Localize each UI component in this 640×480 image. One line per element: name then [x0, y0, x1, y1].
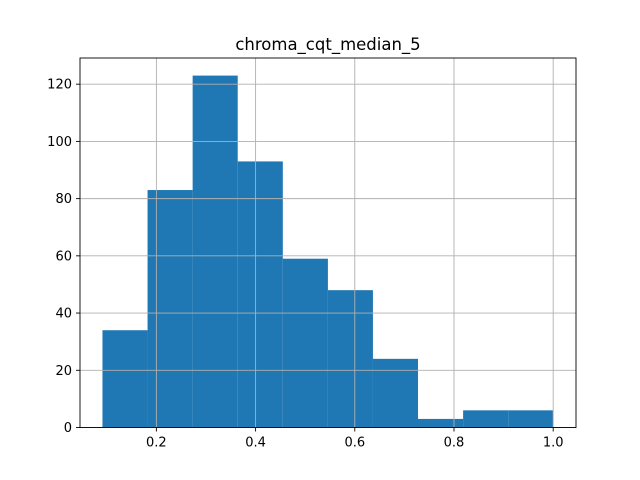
histogram-bars [102, 75, 554, 428]
histogram-bar [237, 161, 283, 428]
y-tick-label: 120 [47, 78, 72, 93]
y-tick-label: 100 [47, 135, 72, 150]
histogram-bar [418, 418, 464, 428]
x-tick-label: 0.4 [245, 436, 266, 451]
x-tick-label: 0.8 [444, 436, 465, 451]
x-gridlines [155, 58, 554, 428]
plot-frame [79, 57, 577, 428]
y-tick-label: 60 [55, 249, 72, 264]
histogram-bar [147, 190, 193, 428]
histogram-bar [102, 330, 148, 428]
histogram-bar [508, 410, 554, 428]
histogram-bar [463, 410, 509, 428]
histogram-bar [327, 290, 373, 428]
x-tick-label: 0.6 [344, 436, 365, 451]
histogram-bar [192, 75, 238, 428]
y-tick-label: 20 [55, 364, 72, 379]
x-tick-label: 0.2 [146, 436, 167, 451]
chart-title: chroma_cqt_median_5 [235, 35, 420, 55]
y-tick-label: 40 [55, 307, 72, 322]
histogram-bar [372, 358, 419, 428]
y-tick-label: 0 [64, 421, 72, 436]
x-axis: 0.2 0.4 0.6 0.8 1.0 [146, 427, 564, 451]
histogram-bar [282, 258, 328, 428]
y-axis: 0 20 40 60 80 100 120 [47, 78, 80, 436]
y-tick-label: 80 [55, 192, 72, 207]
x-tick-label: 1.0 [543, 436, 564, 451]
